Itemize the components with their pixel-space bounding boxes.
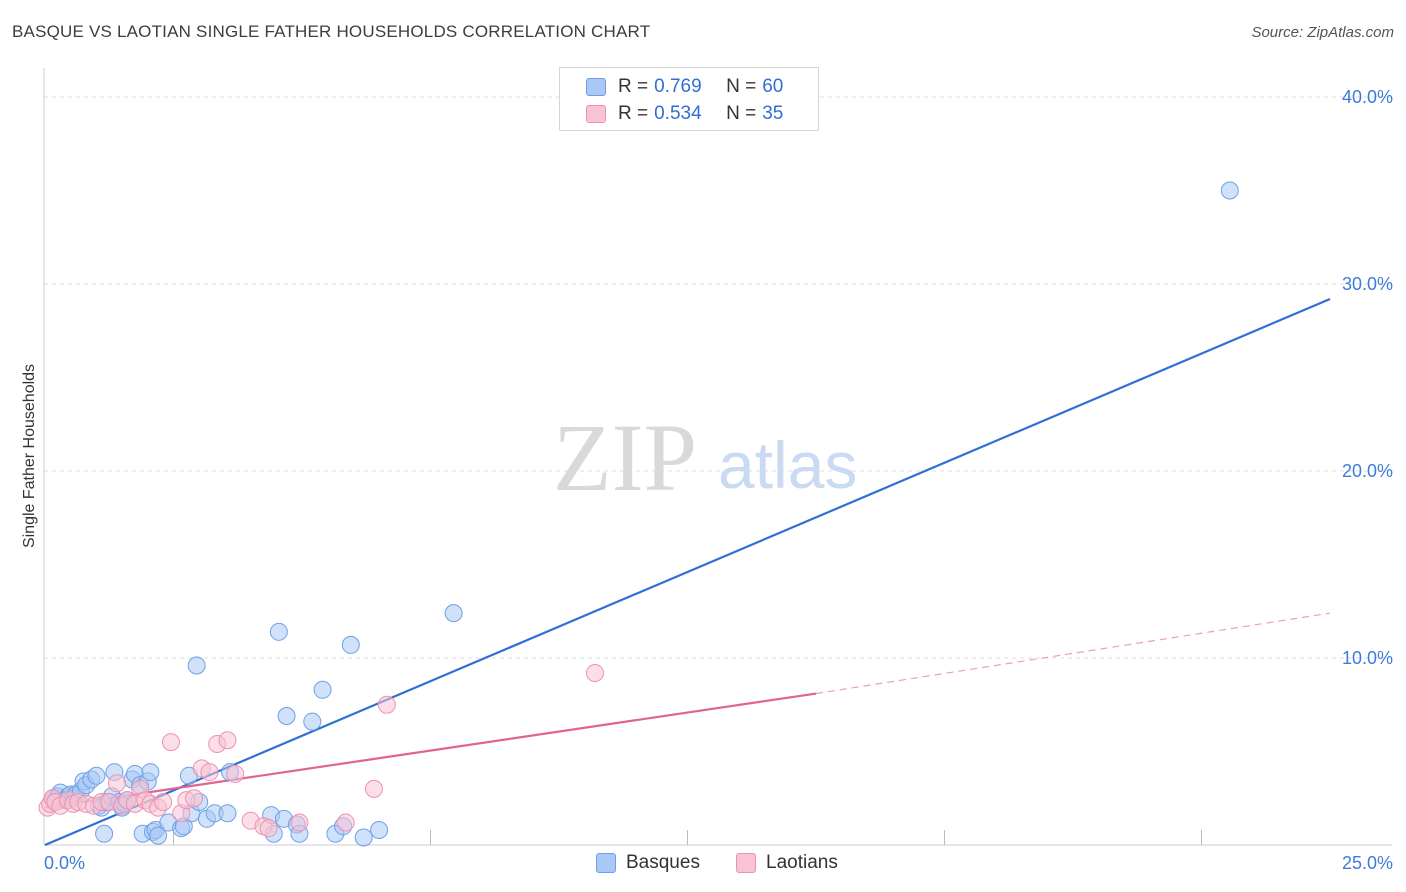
legend-r-value: 0.534	[654, 103, 702, 124]
bottom-legend-label-basques: Basques	[626, 852, 700, 873]
trend-line-basques	[44, 297, 1331, 847]
bottom-legend-label-laotians: Laotians	[766, 852, 838, 873]
bottom-legend-laotians: Laotians	[736, 852, 838, 874]
legend-r-label: R =	[618, 103, 649, 124]
point-laotians	[364, 779, 383, 798]
watermark-zip: ZIP	[553, 404, 697, 511]
point-laotians	[336, 813, 355, 832]
point-basques	[269, 622, 288, 641]
point-laotians	[290, 813, 309, 832]
point-basques	[444, 604, 463, 623]
point-laotians	[218, 731, 237, 750]
point-laotians	[585, 663, 604, 682]
bottom-legend-swatch-laotians	[736, 853, 756, 873]
legend-swatch-basques	[586, 78, 606, 96]
legend-n-value: 35	[762, 103, 784, 124]
point-laotians	[154, 792, 173, 811]
legend-n-label: N =	[726, 76, 757, 97]
point-basques	[149, 826, 168, 845]
point-laotians	[161, 733, 180, 752]
x-tick-label: 0.0%	[44, 853, 85, 873]
legend-r-label: R =	[618, 76, 649, 97]
legend-r-value: 0.769	[654, 76, 702, 97]
point-laotians	[107, 774, 126, 793]
correlation-legend: R = 0.769 N = 60 R = 0.534 N = 35	[559, 67, 819, 131]
bottom-legend-basques: Basques	[596, 852, 700, 874]
point-basques	[1220, 181, 1239, 200]
legend-row-laotians: R = 0.534 N = 35	[586, 102, 783, 126]
point-basques	[303, 712, 322, 731]
trend-line-laotians-extension	[815, 612, 1331, 695]
data-points	[38, 181, 1239, 847]
point-basques	[95, 824, 114, 843]
chart-title: BASQUE VS LAOTIAN SINGLE FATHER HOUSEHOL…	[12, 22, 651, 41]
bottom-legend-swatch-basques	[596, 853, 616, 873]
axes	[43, 68, 1392, 846]
point-basques	[370, 821, 389, 840]
point-laotians	[226, 764, 245, 783]
trend-line-laotians	[44, 692, 817, 809]
y-tick-label: 40.0%	[1342, 87, 1393, 107]
x-tick-label: 25.0%	[1342, 853, 1393, 873]
legend-row-basques: R = 0.769 N = 60	[586, 75, 783, 99]
legend-swatch-laotians	[586, 105, 606, 123]
point-basques	[218, 804, 237, 823]
point-basques	[187, 656, 206, 675]
point-laotians	[200, 763, 219, 782]
point-basques	[277, 706, 296, 725]
legend-n-value: 60	[762, 76, 784, 97]
y-tick-label: 10.0%	[1342, 648, 1393, 668]
legend-n-label: N =	[726, 103, 757, 124]
source-label: Source: ZipAtlas.com	[1251, 24, 1394, 41]
point-basques	[354, 828, 373, 847]
gridlines	[44, 96, 1392, 845]
point-basques	[313, 680, 332, 699]
tick-labels: 10.0% 20.0% 30.0% 40.0% 0.0% 25.0%	[44, 87, 1393, 873]
point-laotians	[185, 789, 204, 808]
point-basques	[341, 635, 360, 654]
point-basques	[87, 766, 106, 785]
watermark-atlas: atlas	[718, 428, 857, 502]
point-laotians	[259, 819, 278, 838]
y-tick-label: 20.0%	[1342, 461, 1393, 481]
y-tick-label: 30.0%	[1342, 274, 1393, 294]
point-laotians	[377, 695, 396, 714]
point-basques	[141, 763, 160, 782]
trend-lines	[44, 297, 1331, 847]
